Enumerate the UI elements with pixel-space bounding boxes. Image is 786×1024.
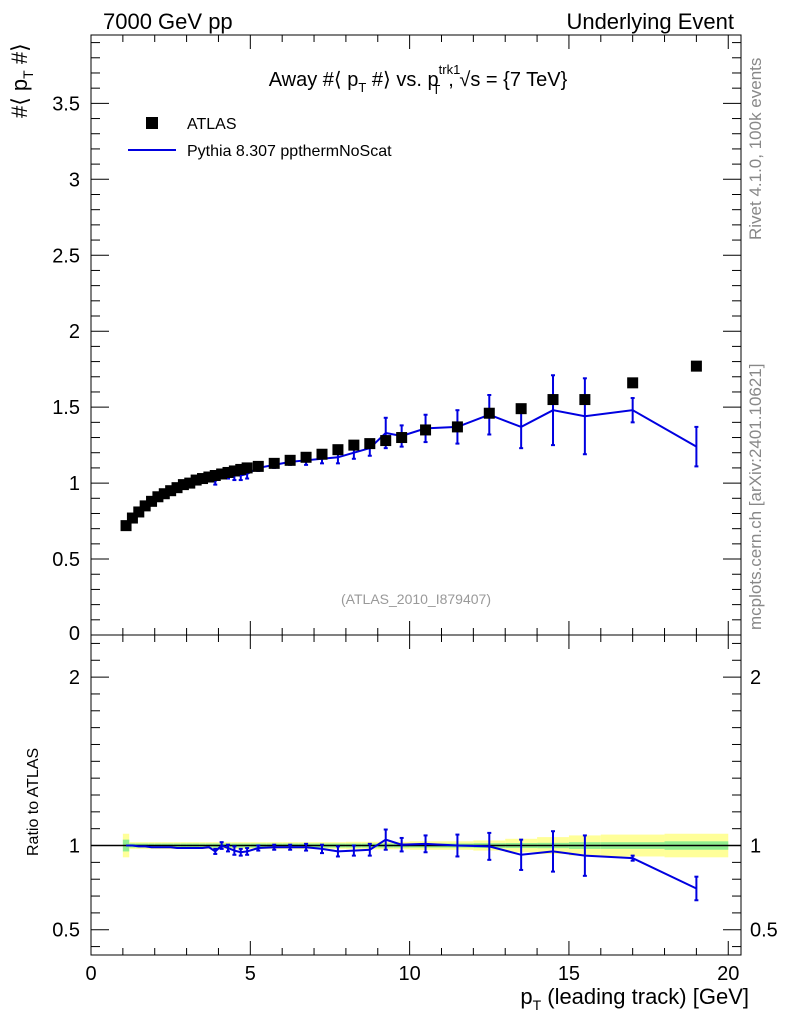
x-tick-label: 5 (245, 963, 256, 985)
atlas-data-point (216, 468, 228, 480)
atlas-data-point (177, 479, 189, 491)
ratio-tick-label-right: 2 (750, 667, 761, 689)
atlas-data-point (690, 360, 702, 372)
atlas-data-point (203, 471, 215, 483)
y-axis-label: #⟨ pT #⟩ (7, 43, 36, 118)
legend-atlas-marker (146, 117, 158, 129)
atlas-data-point (152, 491, 164, 503)
atlas-data-point (515, 403, 527, 415)
header-left-label: 7000 GeV pp (103, 9, 233, 34)
atlas-data-point (197, 473, 209, 485)
atlas-data-point (268, 457, 280, 469)
legend-mc-label: Pythia 8.307 ppthermNoScat (187, 143, 392, 160)
header-right-label: Underlying Event (566, 9, 734, 34)
axes-ticks: 0 5 10 15 200.511.522.533.500.5 0.51 12 2 (52, 35, 778, 985)
atlas-data-point (252, 460, 264, 472)
atlas-data-point (133, 506, 145, 518)
atlas-data-point (483, 407, 495, 419)
y-tick-label: 1.5 (52, 397, 80, 419)
y-tick-label: 1 (69, 473, 80, 495)
y-tick-label: 0.5 (52, 549, 80, 571)
atlas-data-point (300, 451, 312, 463)
x-axis-label: pT (leading track) [GeV] (520, 984, 749, 1013)
mcplots-label: mcplots.cern.ch [arXiv:2401.10621] (746, 364, 765, 630)
atlas-data-point (396, 432, 408, 444)
ratio-plot-marks (126, 828, 699, 902)
y-tick-label: 3 (69, 169, 80, 191)
atlas-data-point (146, 495, 158, 507)
ratio-tick-label-right: 0.5 (750, 920, 778, 942)
x-tick-label: 15 (558, 963, 580, 985)
atlas-data-point (579, 394, 591, 406)
atlas-data-point (451, 421, 463, 433)
atlas-data-point (420, 424, 432, 436)
atlas-data-point (627, 377, 639, 389)
ratio-tick-label-right: 1 (750, 836, 761, 858)
atlas-data-point (139, 500, 151, 512)
atlas-data-point (284, 454, 296, 466)
atlas-data-point (332, 444, 344, 456)
atlas-data-point (190, 474, 202, 486)
ratio-tick-label: 1 (69, 836, 80, 858)
chart-title: Away #⟨ pT #⟩ vs. ptrk1 T, √s = {7 TeV} (269, 62, 568, 97)
atlas-data-point (241, 462, 253, 474)
y-zero-tick-label: 0 (69, 623, 80, 645)
atlas-data-point (222, 466, 234, 478)
ratio-tick-label: 0.5 (52, 920, 80, 942)
atlas-data-point (120, 520, 132, 532)
atlas-data-point (209, 470, 221, 482)
y-tick-label: 2.5 (52, 245, 80, 267)
atlas-data-point (348, 439, 360, 451)
y-tick-label: 3.5 (52, 93, 80, 115)
y-tick-label: 2 (69, 321, 80, 343)
x-tick-label: 10 (399, 963, 421, 985)
rivet-version-label: Rivet 4.1.0, 100k events (746, 58, 765, 240)
atlas-data-point (165, 485, 177, 497)
mc-series-line (125, 409, 697, 527)
main-plot-marks (120, 360, 702, 532)
atlas-data-point (364, 438, 376, 450)
x-tick-label: 20 (717, 963, 739, 985)
atlas-data-point (547, 394, 559, 406)
ratio-y-axis-label: Ratio to ATLAS (25, 748, 42, 856)
ratio-uncertainty-bands (91, 833, 741, 858)
ratio-tick-label: 2 (69, 667, 80, 689)
atlas-data-point (380, 435, 392, 447)
legend-atlas-label: ATLAS (187, 116, 237, 133)
legend: ATLAS Pythia 8.307 ppthermNoScat (128, 116, 392, 160)
x-tick-label: 0 (85, 963, 96, 985)
atlas-data-point (316, 448, 328, 460)
analysis-label: (ATLAS_2010_I879407) (341, 591, 491, 607)
atlas-data-point (184, 477, 196, 489)
ratio-series-line (126, 838, 697, 890)
atlas-data-point (126, 512, 138, 524)
atlas-data-point (158, 488, 170, 500)
atlas-data-point (228, 465, 240, 477)
atlas-data-point (171, 482, 183, 494)
ratio-plot-frame (90, 634, 742, 956)
atlas-data-point (235, 463, 247, 475)
